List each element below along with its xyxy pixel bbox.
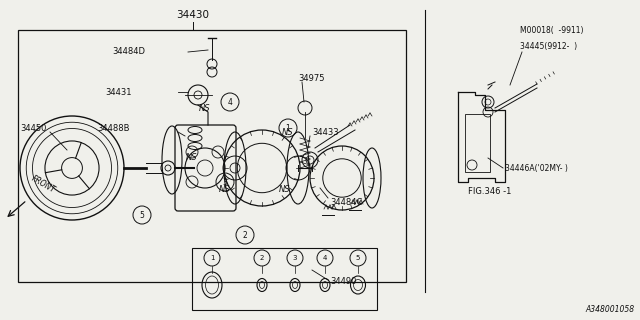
Text: 1: 1 (285, 124, 291, 132)
Text: NS: NS (186, 154, 198, 163)
Text: 2: 2 (260, 255, 264, 261)
Text: NS: NS (282, 127, 294, 137)
Text: NS: NS (199, 103, 211, 113)
Text: NS: NS (279, 186, 291, 195)
Text: 4: 4 (323, 255, 327, 261)
Text: 4: 4 (228, 98, 232, 107)
Text: 5: 5 (140, 211, 145, 220)
Text: 3: 3 (223, 178, 227, 187)
Text: 2: 2 (243, 230, 248, 239)
Text: FRONT: FRONT (30, 174, 57, 195)
Text: 34484C: 34484C (330, 197, 362, 206)
Text: 1: 1 (210, 255, 214, 261)
Text: 34446A('02MY- ): 34446A('02MY- ) (505, 164, 568, 172)
Bar (192, 248, 377, 310)
Text: 5: 5 (356, 255, 360, 261)
Text: 34445(9912-  ): 34445(9912- ) (520, 42, 577, 51)
Text: FIG.346 -1: FIG.346 -1 (468, 188, 511, 196)
Text: 34490: 34490 (330, 277, 356, 286)
Text: 34450: 34450 (20, 124, 46, 132)
Text: 34975: 34975 (298, 74, 324, 83)
Text: 34484D: 34484D (112, 47, 145, 57)
Bar (18, 30, 406, 282)
Bar (465, 114, 490, 172)
Text: 34431: 34431 (106, 87, 132, 97)
Text: NS: NS (219, 186, 231, 195)
Text: 34430: 34430 (176, 10, 209, 20)
Text: 34433: 34433 (312, 127, 339, 137)
Text: 3: 3 (292, 255, 297, 261)
Text: A348001058: A348001058 (586, 305, 635, 314)
Text: M00018(  -9911): M00018( -9911) (520, 26, 584, 35)
Text: 34488B: 34488B (97, 124, 130, 132)
